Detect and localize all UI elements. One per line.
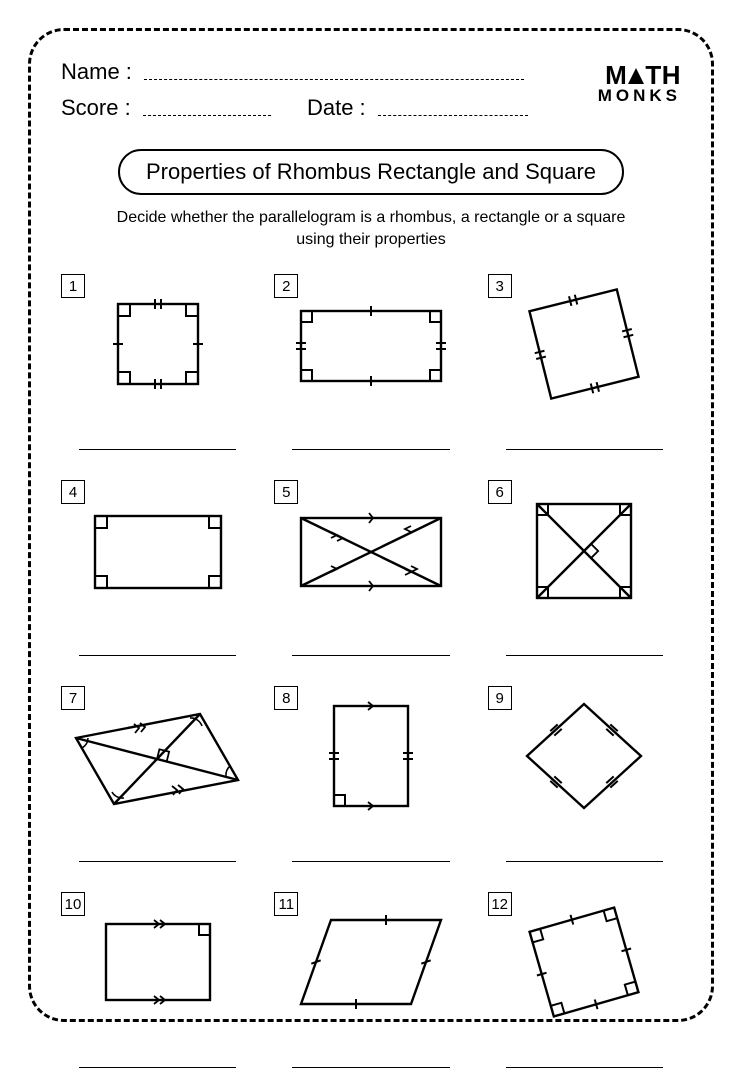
problem-cell: 7 xyxy=(61,686,254,874)
score-blank[interactable] xyxy=(143,102,271,116)
problem-cell: 5 xyxy=(274,480,467,668)
answer-blank[interactable] xyxy=(506,449,663,450)
shape-diagram xyxy=(274,892,467,1032)
answer-blank[interactable] xyxy=(79,655,236,656)
shape-diagram xyxy=(61,480,254,620)
answer-blank[interactable] xyxy=(506,1067,663,1068)
shape-diagram xyxy=(274,480,467,620)
logo: MTH MONKS xyxy=(598,59,681,104)
instructions: Decide whether the parallelogram is a rh… xyxy=(101,207,641,250)
shape-diagram xyxy=(61,686,254,826)
name-label: Name : xyxy=(61,59,132,85)
date-label: Date : xyxy=(307,95,366,121)
problem-cell: 12 xyxy=(488,892,681,1080)
shape-diagram xyxy=(61,274,254,414)
answer-blank[interactable] xyxy=(79,861,236,862)
worksheet-title: Properties of Rhombus Rectangle and Squa… xyxy=(118,149,624,195)
shape-diagram xyxy=(274,686,467,826)
logo-text-bottom: MONKS xyxy=(598,88,681,104)
answer-blank[interactable] xyxy=(292,655,449,656)
answer-blank[interactable] xyxy=(506,655,663,656)
worksheet-frame: Name : Score : Date : MTH MONKS Properti… xyxy=(28,28,714,1022)
problem-cell: 4 xyxy=(61,480,254,668)
score-label: Score : xyxy=(61,95,131,121)
shape-diagram xyxy=(274,274,467,414)
shape-diagram xyxy=(488,480,681,620)
name-blank[interactable] xyxy=(144,66,524,80)
logo-triangle-icon xyxy=(628,68,644,84)
answer-blank[interactable] xyxy=(292,449,449,450)
header: Name : Score : Date : MTH MONKS xyxy=(61,59,681,131)
problem-cell: 10 xyxy=(61,892,254,1080)
answer-blank[interactable] xyxy=(292,861,449,862)
shape-diagram xyxy=(61,892,254,1032)
problem-cell: 9 xyxy=(488,686,681,874)
name-field: Name : xyxy=(61,59,598,85)
problem-cell: 8 xyxy=(274,686,467,874)
problem-cell: 6 xyxy=(488,480,681,668)
answer-blank[interactable] xyxy=(79,1067,236,1068)
answer-blank[interactable] xyxy=(79,449,236,450)
shape-diagram xyxy=(488,274,681,414)
score-date-row: Score : Date : xyxy=(61,95,598,121)
problem-cell: 1 xyxy=(61,274,254,462)
problem-cell: 2 xyxy=(274,274,467,462)
header-fields: Name : Score : Date : xyxy=(61,59,598,131)
problem-cell: 11 xyxy=(274,892,467,1080)
problem-cell: 3 xyxy=(488,274,681,462)
shape-diagram xyxy=(488,686,681,826)
shape-diagram xyxy=(488,892,681,1032)
answer-blank[interactable] xyxy=(292,1067,449,1068)
answer-blank[interactable] xyxy=(506,861,663,862)
date-blank[interactable] xyxy=(378,102,528,116)
problem-grid: 123456789101112 xyxy=(61,274,681,1080)
